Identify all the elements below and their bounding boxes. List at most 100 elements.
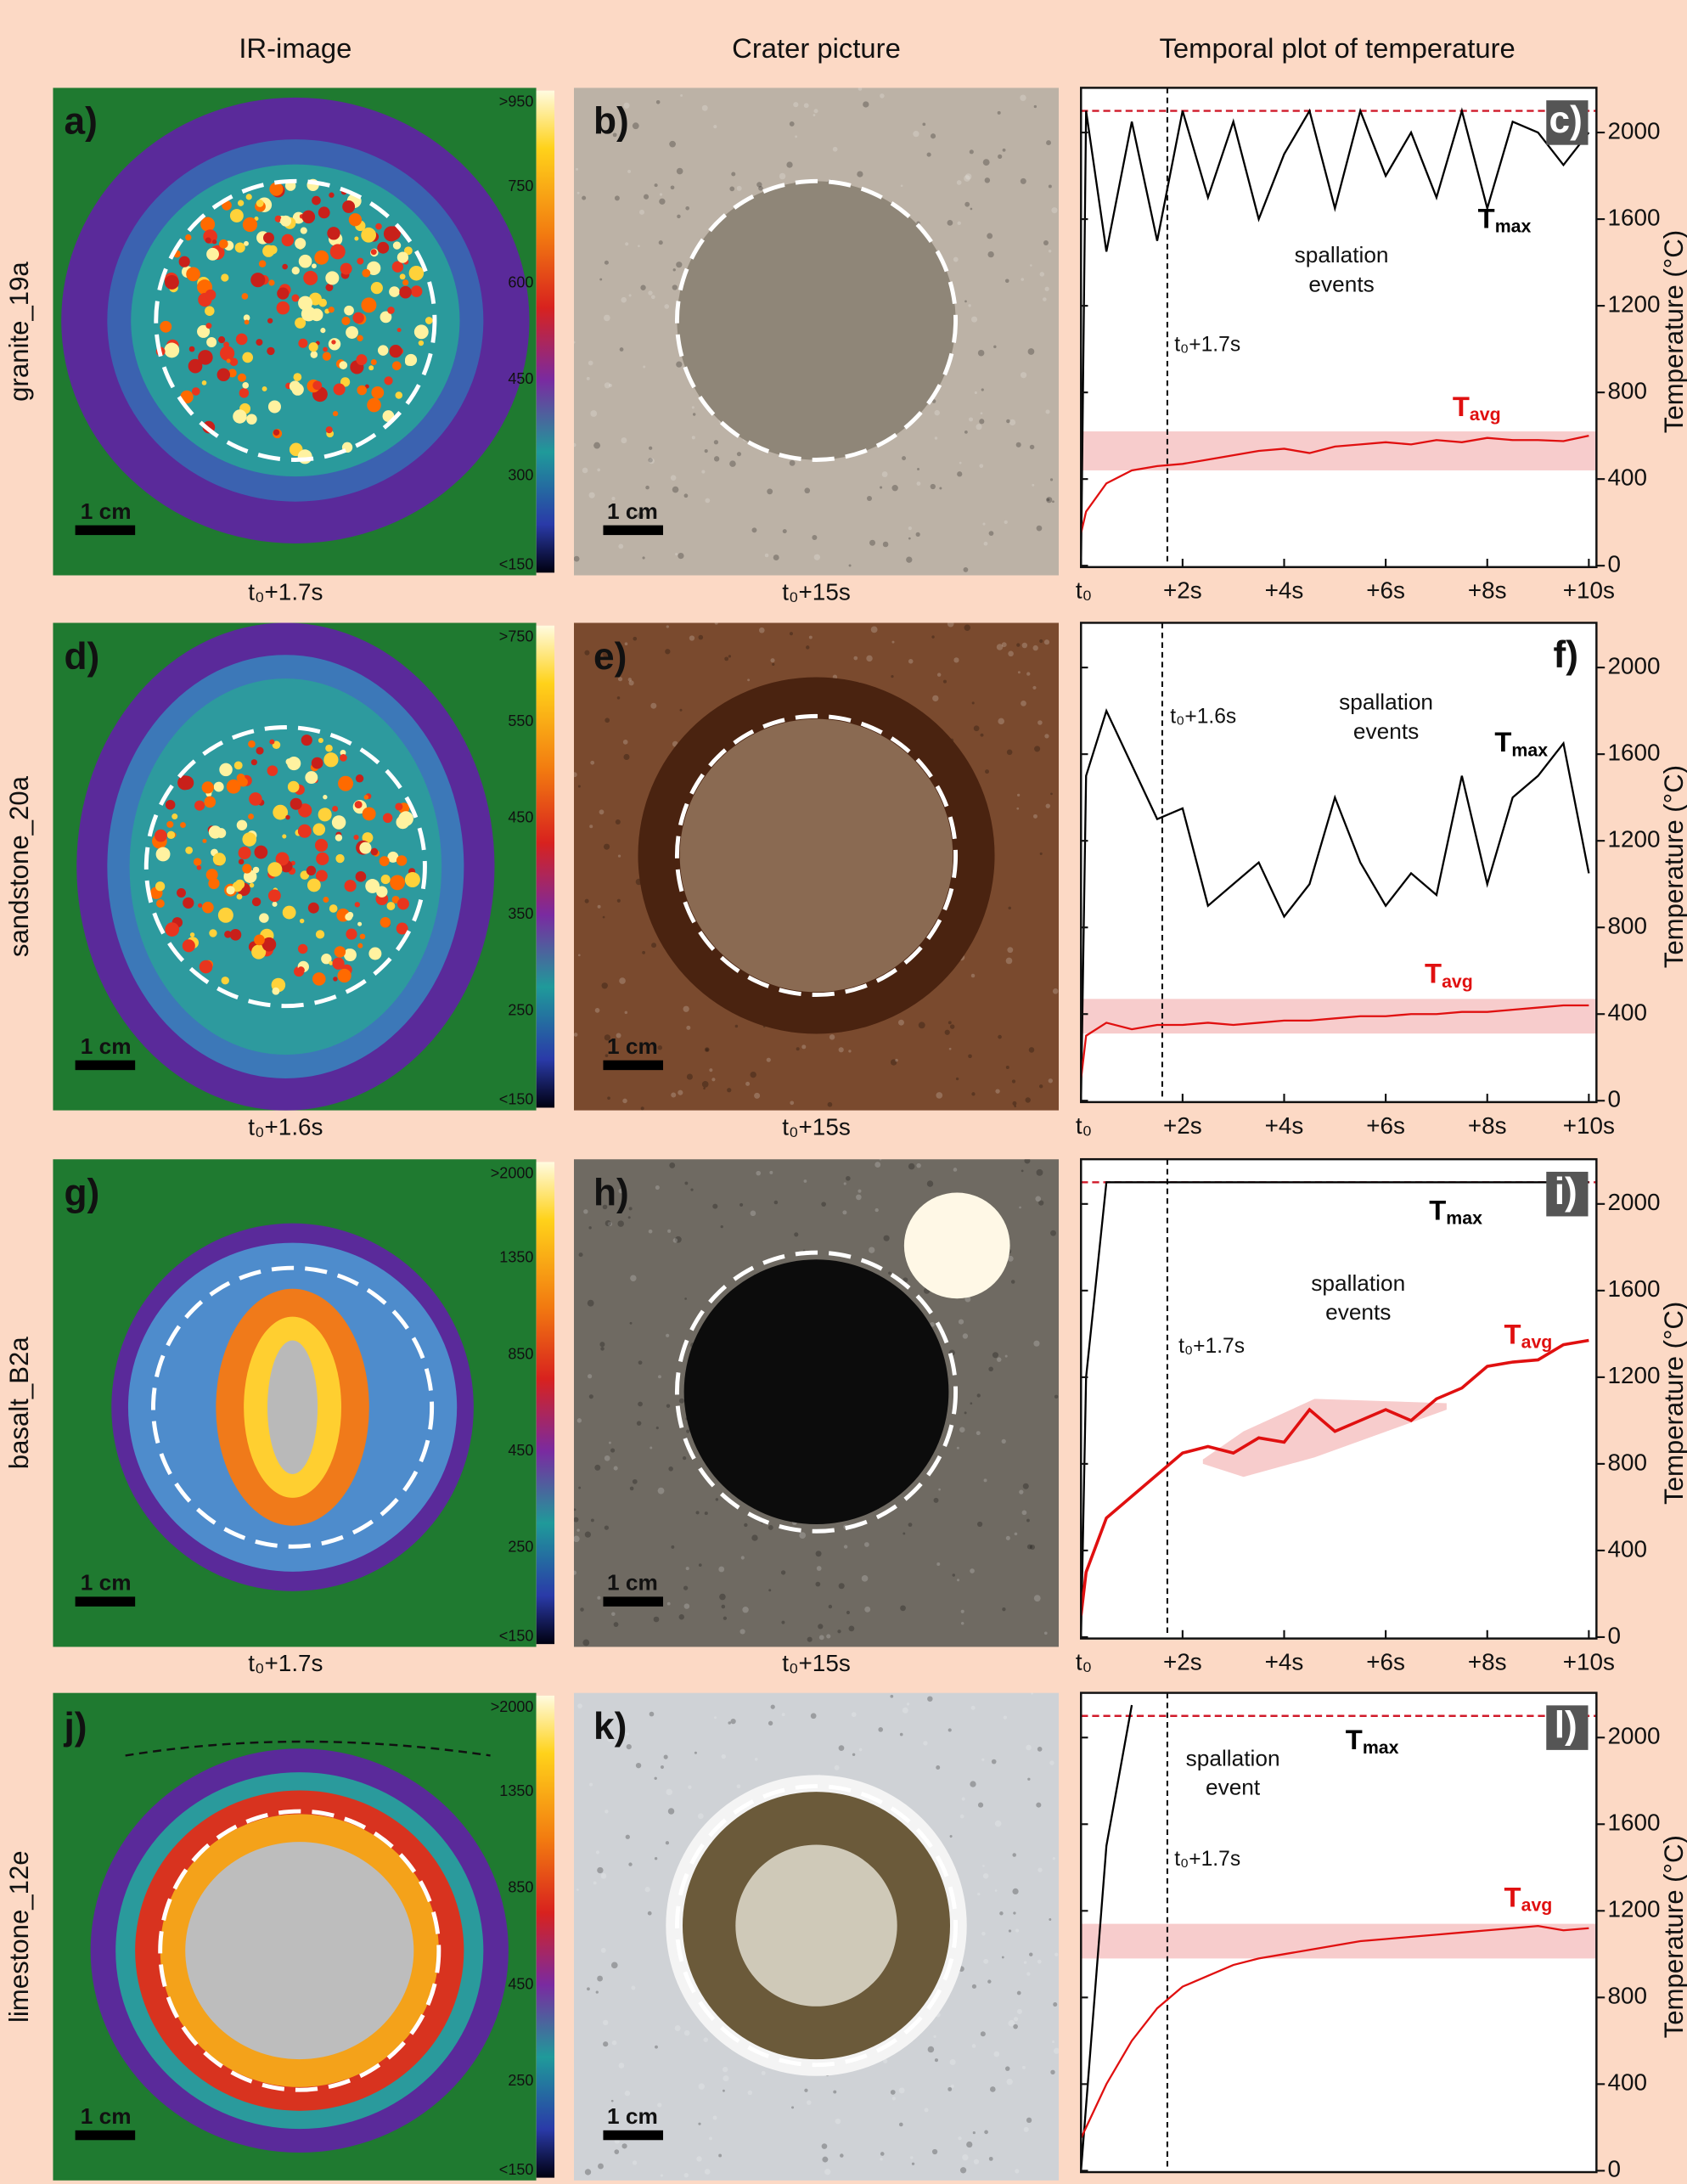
- texture: [589, 1783, 593, 1787]
- ir-hotspot: [280, 216, 291, 227]
- texture: [633, 1479, 638, 1484]
- texture: [576, 168, 578, 171]
- ir-hotspot: [371, 386, 384, 399]
- texture: [1053, 2002, 1057, 2007]
- ir-hotspot: [357, 922, 362, 926]
- ir-hotspot: [384, 376, 392, 385]
- ir-hotspot: [245, 320, 250, 325]
- y-tick-label: 0: [1607, 1086, 1621, 1112]
- texture: [628, 1216, 631, 1219]
- texture: [713, 125, 717, 128]
- texture: [1038, 720, 1043, 725]
- series-sub: max: [1511, 740, 1548, 760]
- time-label: t₀+15s: [782, 578, 851, 605]
- ir-hotspot: [345, 913, 352, 920]
- texture: [1032, 686, 1036, 690]
- texture: [957, 180, 962, 185]
- texture: [596, 1990, 599, 1993]
- texture: [816, 1551, 822, 1556]
- texture: [1021, 1169, 1024, 1172]
- texture: [899, 2123, 903, 2127]
- x-tick-label: +8s: [1468, 577, 1507, 604]
- texture: [853, 656, 858, 661]
- ir-hotspot: [301, 307, 316, 321]
- ir-hotspot: [381, 875, 391, 884]
- texture: [759, 628, 765, 633]
- annotation: spallation: [1295, 242, 1389, 267]
- texture: [633, 2160, 637, 2164]
- time-label: t₀+1.7s: [248, 578, 323, 605]
- texture: [630, 1487, 634, 1491]
- texture: [833, 2091, 836, 2094]
- texture: [754, 1093, 760, 1099]
- annotation: spallation: [1186, 1745, 1280, 1770]
- plot-area: [1081, 1159, 1596, 1638]
- texture: [661, 2174, 663, 2176]
- texture: [899, 2087, 905, 2093]
- ir-hotspot: [160, 321, 172, 333]
- ir-hotspot: [224, 931, 232, 938]
- texture: [650, 703, 656, 709]
- texture: [1053, 988, 1059, 994]
- texture: [975, 391, 977, 394]
- texture: [958, 2136, 961, 2140]
- ir-hotspot: [396, 391, 403, 399]
- texture: [1005, 279, 1009, 283]
- texture: [781, 1570, 785, 1574]
- x-tick-label: +10s: [1563, 577, 1615, 604]
- texture: [1005, 1355, 1008, 1358]
- scale-label: 1 cm: [607, 1570, 658, 1596]
- texture: [585, 899, 589, 903]
- texture: [601, 1948, 606, 1953]
- y-tick-label: 0: [1607, 2156, 1621, 2182]
- texture: [943, 680, 947, 684]
- ir-hotspot: [323, 752, 338, 767]
- texture: [998, 111, 1001, 115]
- texture: [719, 1594, 726, 1601]
- texture: [1047, 498, 1050, 502]
- ir-hotspot: [250, 883, 255, 888]
- texture: [645, 1887, 650, 1892]
- texture: [927, 1696, 932, 1701]
- x-tick-label: +2s: [1163, 1112, 1202, 1139]
- ir-hotspot: [362, 269, 370, 278]
- texture: [961, 1610, 964, 1613]
- texture: [659, 240, 663, 245]
- texture: [880, 93, 885, 99]
- texture: [755, 1758, 758, 1761]
- texture: [756, 182, 762, 187]
- y-axis-label: Temperature (°C): [1659, 765, 1687, 968]
- ir-hotspot: [318, 206, 330, 218]
- ir-hotspot: [303, 271, 318, 285]
- panel-label: l): [1555, 1704, 1577, 1746]
- annotation: events: [1325, 1299, 1391, 1325]
- x-tick-label: +4s: [1265, 1112, 1304, 1139]
- texture: [895, 1059, 898, 1062]
- texture: [983, 1873, 988, 1878]
- panel-label: b): [593, 101, 629, 143]
- texture: [737, 186, 742, 191]
- x-tick-label: +6s: [1366, 1112, 1405, 1139]
- ir-hotspot: [307, 879, 321, 892]
- texture: [671, 1545, 674, 1549]
- texture: [982, 1865, 985, 1867]
- texture: [1046, 140, 1051, 145]
- texture: [910, 2156, 914, 2159]
- texture: [723, 2075, 728, 2081]
- texture: [698, 635, 703, 640]
- texture: [576, 1528, 579, 1531]
- texture: [1005, 2066, 1009, 2070]
- texture: [1017, 1991, 1021, 1995]
- texture: [869, 540, 875, 546]
- texture: [638, 1402, 643, 1407]
- texture: [617, 696, 621, 700]
- ir-hotspot: [361, 228, 376, 243]
- ir-hotspot: [345, 880, 357, 892]
- texture: [769, 1171, 773, 1174]
- ir-hotspot: [236, 334, 248, 346]
- x-tick-label: +4s: [1265, 1649, 1304, 1675]
- texture: [937, 673, 942, 677]
- texture: [976, 424, 981, 430]
- ir-hotspot: [183, 898, 194, 909]
- texture: [956, 1078, 959, 1080]
